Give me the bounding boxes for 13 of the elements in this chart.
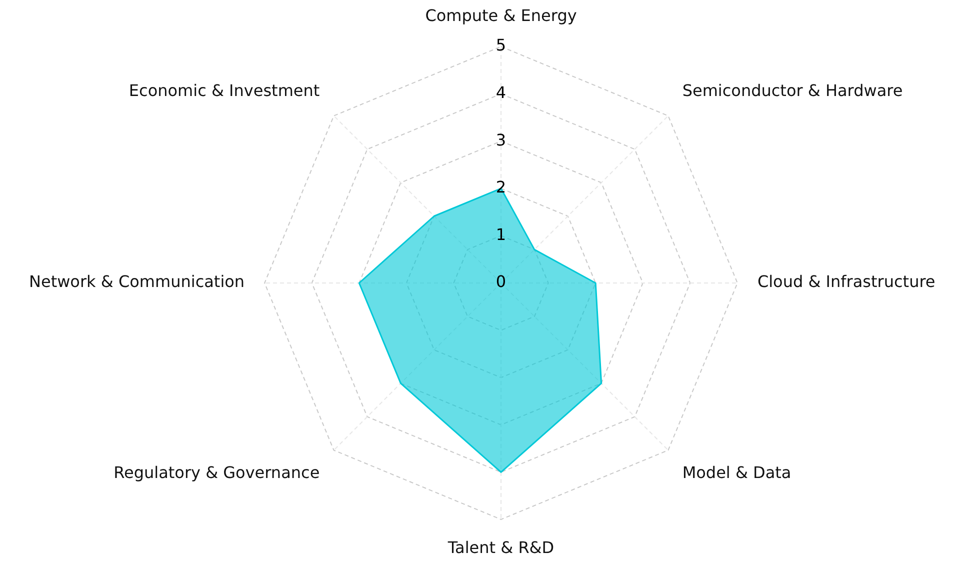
spoke-label: Semiconductor & Hardware	[682, 81, 903, 100]
y-tick-label: 0	[496, 272, 506, 292]
y-tick-label: 4	[496, 83, 506, 102]
spoke-label: Talent & R&D	[446, 538, 554, 558]
spoke-label: Model & Data	[682, 463, 792, 482]
spoke-label: Regulatory & Governance	[114, 463, 320, 482]
spoke-label: Economic & Investment	[128, 81, 320, 100]
spoke-label: Cloud & Infrastructure	[757, 272, 936, 292]
y-tick-label: 5	[496, 36, 506, 55]
spoke-label: Compute & Energy	[425, 6, 577, 26]
y-tick-label: 3	[496, 130, 506, 150]
y-tick-label: 1	[496, 224, 506, 244]
spoke-label: Network & Communication	[29, 272, 245, 292]
